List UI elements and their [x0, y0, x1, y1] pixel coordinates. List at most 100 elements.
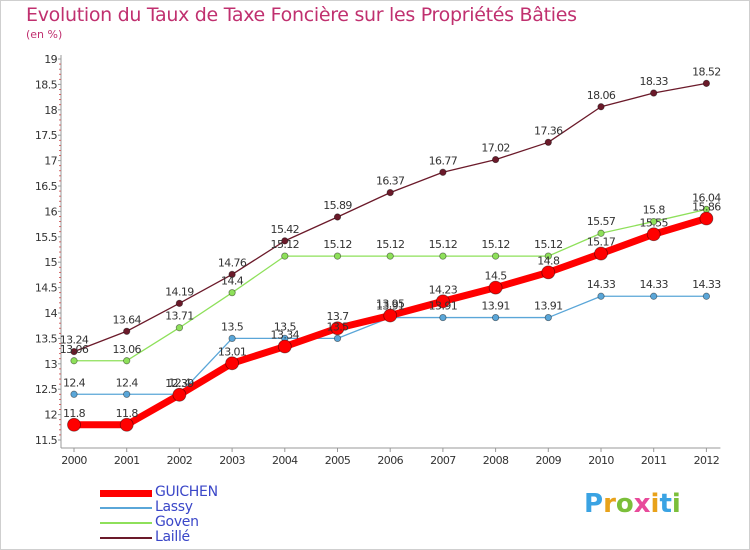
data-label: 12.4: [63, 376, 86, 389]
data-point: [333, 252, 342, 260]
x-tick-label: 2009: [535, 454, 561, 467]
data-label: 15.55: [639, 216, 668, 229]
data-label: 16.77: [429, 154, 458, 167]
data-label: 16.37: [376, 175, 405, 188]
data-point: [175, 299, 183, 307]
data-point: [225, 356, 240, 371]
data-point: [70, 348, 78, 356]
data-label: 14.33: [587, 278, 616, 291]
data-label: 18.33: [639, 75, 668, 88]
data-label: 18.52: [692, 65, 721, 78]
y-tick-label: 13.5: [35, 332, 58, 345]
x-tick-label: 2004: [272, 454, 298, 467]
data-point: [333, 213, 342, 221]
x-tick-label: 2008: [483, 454, 509, 467]
data-point: [597, 292, 605, 300]
data-label: 17.02: [481, 142, 510, 155]
chart-legend: GUICHEN Lassy Goven Laillé: [100, 484, 320, 545]
data-point: [386, 252, 394, 260]
y-tick-label: 17.5: [35, 129, 58, 142]
data-point: [439, 313, 447, 322]
y-tick-label: 11.5: [35, 434, 58, 447]
data-point: [228, 270, 236, 278]
data-label: 12.4: [168, 376, 191, 389]
chart-title: Evolution du Taux de Taxe Foncière sur l…: [26, 4, 577, 26]
legend-item: GUICHEN: [100, 484, 320, 500]
data-label: 11.8: [63, 407, 86, 420]
data-label: 14.19: [165, 285, 194, 298]
y-tick-label: 15.5: [35, 231, 58, 244]
data-point: [597, 229, 605, 237]
data-label: 14.33: [639, 278, 668, 291]
data-point: [330, 321, 345, 336]
legend-label: Lassy: [155, 499, 193, 515]
data-point: [544, 252, 552, 260]
y-tick-label: 12: [44, 409, 57, 422]
data-label: 16.04: [692, 191, 721, 204]
data-point: [488, 280, 503, 295]
data-label: 13.34: [271, 329, 300, 342]
data-label: 13.06: [60, 343, 89, 356]
data-label: 14.76: [218, 256, 247, 269]
y-tick-label: 18: [44, 104, 57, 117]
data-label: 17.36: [534, 124, 563, 137]
data-label: 13.01: [218, 345, 247, 358]
legend-label: Goven: [155, 514, 199, 530]
data-point: [439, 168, 447, 176]
data-point: [123, 390, 131, 398]
x-tick-label: 2002: [167, 454, 193, 467]
x-tick-label: 2010: [588, 454, 614, 467]
legend-swatch: [100, 507, 152, 509]
data-point: [702, 292, 711, 300]
data-point: [646, 227, 661, 242]
y-tick-label: 14: [44, 307, 57, 320]
proxiti-logo: Proxiti: [584, 489, 681, 519]
data-point: [439, 252, 447, 260]
data-point: [597, 103, 605, 111]
x-tick-label: 2003: [219, 454, 245, 467]
data-point: [386, 189, 394, 197]
x-tick-label: 2012: [694, 454, 720, 467]
data-point: [333, 334, 342, 342]
data-point: [175, 324, 183, 332]
y-tick-label: 16: [44, 205, 57, 218]
x-tick-label: 2011: [641, 454, 667, 467]
data-label: 15.12: [534, 238, 563, 251]
data-label: 13.91: [481, 300, 510, 313]
data-point: [281, 252, 289, 260]
data-label: 13.5: [221, 320, 244, 333]
data-label: 15.8: [643, 204, 666, 217]
x-tick-label: 2007: [430, 454, 456, 467]
data-point: [435, 294, 450, 309]
y-tick-label: 13: [44, 358, 57, 371]
x-tick-label: 2001: [114, 454, 140, 467]
data-point: [67, 417, 81, 432]
data-label: 14.23: [429, 283, 458, 296]
y-tick-label: 19: [44, 53, 57, 66]
y-tick-label: 14.5: [35, 282, 58, 295]
data-label: 13.5: [274, 320, 297, 333]
y-tick-label: 17: [44, 155, 57, 168]
data-point: [228, 334, 236, 342]
legend-item: Goven: [100, 514, 320, 530]
data-point: [544, 313, 552, 322]
data-label: 15.89: [323, 199, 352, 212]
data-label: 12.4: [116, 376, 139, 389]
y-tick-label: 16.5: [35, 180, 58, 193]
data-label: 15.17: [587, 236, 616, 249]
y-tick-label: 12.5: [35, 383, 58, 396]
legend-swatch: [100, 522, 152, 524]
logo-letter: i: [650, 489, 660, 519]
data-point: [119, 417, 134, 432]
data-label: 11.8: [116, 407, 139, 420]
data-point: [650, 217, 658, 226]
data-label: 18.06: [587, 89, 616, 102]
data-point: [491, 313, 500, 322]
data-label: 14.4: [221, 275, 244, 288]
data-label: 15.86: [692, 201, 721, 214]
legend-swatch: [100, 537, 152, 539]
data-point: [70, 357, 78, 365]
data-point: [541, 265, 556, 280]
